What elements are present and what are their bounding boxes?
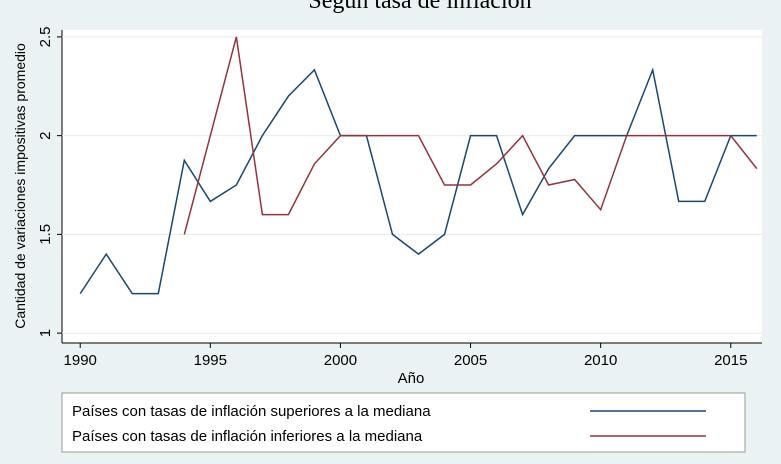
chart-title: Según tasa de inflación [308, 0, 531, 14]
y-tick-label: 2 [37, 131, 54, 139]
y-tick-label: 1.5 [37, 224, 54, 245]
y-axis-label: Cantidad de variaciones impositivas prom… [12, 43, 28, 329]
y-tick-label: 1 [37, 329, 54, 337]
x-tick-label: 2015 [714, 352, 747, 369]
x-tick-label: 2000 [324, 352, 357, 369]
plot-area [62, 30, 762, 343]
x-axis-label: Año [398, 370, 425, 387]
x-tick-label: 1995 [194, 352, 227, 369]
series-line [183, 36, 758, 235]
legend-label: Países con tasas de inflación superiores… [72, 403, 431, 420]
x-tick-label: 2005 [454, 352, 487, 369]
x-tick-label: 2010 [584, 352, 617, 369]
legend-label: Países con tasas de inflación inferiores… [72, 428, 423, 445]
y-tick-label: 2.5 [37, 26, 54, 47]
x-tick-label: 1990 [64, 352, 97, 369]
series-line [79, 67, 757, 295]
legend [61, 392, 746, 453]
